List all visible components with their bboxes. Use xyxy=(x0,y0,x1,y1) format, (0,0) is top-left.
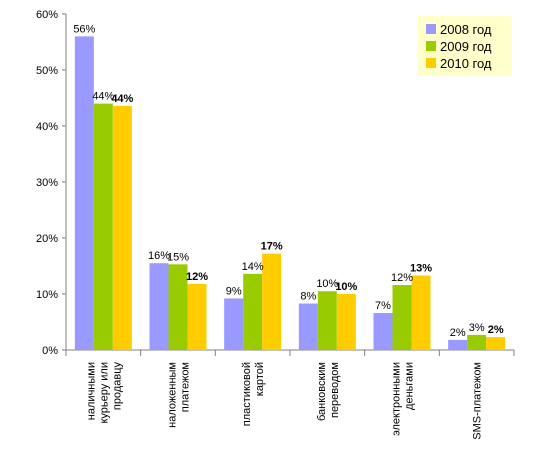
category-label: деньгами xyxy=(404,362,416,410)
data-label: 8% xyxy=(300,291,316,303)
data-label: 16% xyxy=(148,250,170,262)
category-label: переводом xyxy=(329,362,341,418)
category-label: продавцу xyxy=(111,362,123,411)
data-label: 12% xyxy=(391,272,413,284)
bar xyxy=(467,334,487,350)
legend-entry: 2009 год xyxy=(440,39,492,54)
y-tick-label: 50% xyxy=(36,65,58,77)
data-label: 10% xyxy=(316,278,338,290)
data-label: 10% xyxy=(335,281,357,293)
data-label: 12% xyxy=(186,271,208,283)
data-label: 13% xyxy=(410,263,432,275)
bar xyxy=(74,36,94,351)
category-label: платежом xyxy=(180,362,192,412)
bar xyxy=(93,103,113,350)
bar xyxy=(262,253,282,350)
data-label: 44% xyxy=(92,91,114,103)
bar xyxy=(486,337,506,350)
legend-swatch xyxy=(426,24,436,34)
bars xyxy=(74,36,506,351)
category-label: картой xyxy=(254,362,266,396)
data-label: 2% xyxy=(450,327,466,339)
category-label: электронными xyxy=(391,362,403,436)
y-tick-label: 40% xyxy=(36,121,58,133)
data-label: 14% xyxy=(242,261,264,273)
bar xyxy=(112,105,132,350)
bar xyxy=(448,339,468,350)
bar xyxy=(298,303,318,350)
bar xyxy=(224,298,244,350)
bar xyxy=(168,264,188,350)
legend: 2008 год 2009 год 2010 год xyxy=(418,16,512,76)
category-label: банковским xyxy=(316,362,328,421)
category-label: курьеру или xyxy=(98,362,110,424)
bar xyxy=(336,294,356,350)
legend-swatch xyxy=(426,41,436,51)
category-label: пластиковой xyxy=(241,362,253,426)
legend-entry: 2008 год xyxy=(440,22,492,37)
legend-swatch xyxy=(426,58,436,68)
data-label: 9% xyxy=(226,285,242,297)
data-label: 17% xyxy=(261,241,283,253)
bar xyxy=(411,275,431,350)
y-tick-label: 20% xyxy=(36,233,58,245)
data-label: 56% xyxy=(73,23,95,35)
bar xyxy=(149,263,169,350)
bar xyxy=(187,283,207,350)
category-label: наличными xyxy=(85,362,97,420)
legend-entry: 2010 год xyxy=(440,56,492,71)
data-label: 3% xyxy=(469,322,485,334)
bar xyxy=(317,291,337,350)
y-tick-label: 30% xyxy=(36,177,58,189)
y-tick-label: 60% xyxy=(36,9,58,21)
bar xyxy=(373,313,393,350)
axes: 0% 10% 20% 30% 40% 50% 60% xyxy=(36,9,515,357)
data-label: 44% xyxy=(111,93,133,105)
bar xyxy=(243,273,263,350)
category-label: SMS-платежом xyxy=(472,362,484,440)
category-labels: наличными курьеру или продавцу наложенным пл… xyxy=(85,362,483,440)
bar xyxy=(392,285,412,350)
y-tick-label: 10% xyxy=(36,289,58,301)
data-label: 7% xyxy=(375,300,391,312)
data-labels: 56%44%44%16%15%12%9%14%17%8%10%10%7%12%1… xyxy=(73,23,504,339)
category-label: наложенным xyxy=(167,362,179,428)
data-label: 15% xyxy=(167,251,189,263)
y-tick-label: 0% xyxy=(42,345,58,357)
data-label: 2% xyxy=(488,324,504,336)
